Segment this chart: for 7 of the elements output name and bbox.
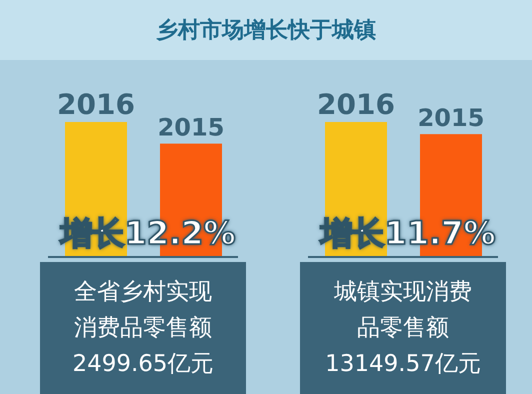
text: 城镇实现消费品零售额13149.57亿元 [324,278,482,379]
chart-title: 乡村市场增长快于城镇 [0,0,532,60]
x-tick-label: 2016 [57,88,135,121]
text: 全省乡村实现消费品零售额2499.65亿元 [71,278,215,379]
x-tick-label: 2016 [317,88,395,121]
x-tick-label: 2015 [158,114,224,142]
x-tick-label: 2015 [418,104,484,132]
